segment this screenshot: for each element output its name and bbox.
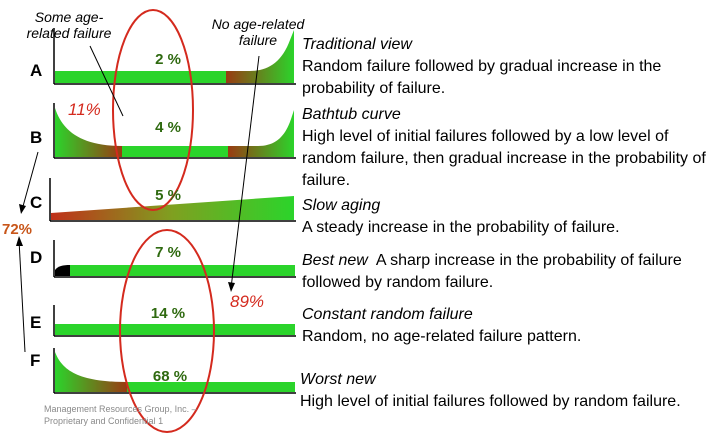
no-age-callout: No age-related failure [211,16,305,48]
non-age-related-ellipse [119,229,215,433]
curve-a-flat [55,71,226,83]
row-letter-c: C [30,193,43,212]
desc-f-text: High level of initial failures followed … [300,393,681,410]
row-letter-d: D [30,248,43,267]
percent-f: 68 % [152,368,188,385]
total-bracket-bottom-arrow [16,236,23,246]
total-bracket-bottom [18,239,26,353]
desc-f-title: Worst new [300,371,376,388]
curve-b-wearout [228,110,294,157]
desc-c-text: A steady increase in the probability of … [302,219,620,236]
desc-e-title: Constant random failure [302,306,473,323]
desc-b-title: Bathtub curve [302,106,401,123]
row-letter-a: A [30,61,43,80]
desc-f: Worst new High level of initial failures… [300,369,710,413]
desc-a-title: Traditional view [302,36,412,53]
curve-a-wearout [226,30,294,83]
no-age-pointer [230,55,260,289]
percent-a: 2 % [155,51,181,68]
some-age-callout: Some age-related failure [26,9,112,41]
non-age-share: 89% [230,292,265,311]
percent-d: 7 % [155,244,181,261]
age-related-share: 11% [68,100,101,119]
desc-a-text: Random failure followed by gradual incre… [302,58,662,97]
desc-c-title: Slow aging [302,197,381,214]
curve-d-break-in [55,265,70,276]
desc-b: Bathtub curve High level of initial fail… [302,104,712,192]
row-letter-f: F [30,351,41,370]
aging-total: 72% [2,221,33,238]
row-letter-e: E [30,313,42,332]
curve-d [53,240,296,278]
curve-f-infant [55,352,127,392]
curve-e-flat [55,324,295,335]
desc-e-text: Random, no age-related failure pattern. [302,328,582,345]
desc-b-text: High level of initial failures followed … [302,128,706,189]
total-bracket-top [21,151,39,211]
percent-b: 4 % [155,119,181,136]
age-related-ellipse [112,9,194,211]
curve-d-flat [70,265,295,276]
curve-c [49,178,296,222]
desc-d: Best new A sharp increase in the probabi… [302,250,712,294]
curve-b [53,103,296,159]
curve-e [53,305,296,337]
no-age-arrowhead [228,282,235,292]
desc-e: Constant random failure Random, no age-r… [302,304,712,348]
percent-e: 14 % [150,305,186,322]
curve-f [53,348,296,394]
curve-b-flat [122,146,228,157]
total-bracket-top-arrow [19,204,26,214]
desc-c: Slow aging A steady increase in the prob… [302,195,712,239]
desc-d-text: A sharp increase in the probability of f… [302,252,682,291]
curve-c-ramp [51,196,294,220]
desc-a: Traditional view Random failure followed… [302,34,712,100]
percent-c: 5 % [155,187,181,204]
row-letter-b: B [30,128,43,147]
curve-b-infant [55,108,122,157]
some-age-pointer [89,45,124,117]
curve-f-flat [127,382,295,392]
desc-d-title: Best new [302,252,368,269]
footer-note: Management Resources Group, Inc. – Propr… [44,404,197,426]
